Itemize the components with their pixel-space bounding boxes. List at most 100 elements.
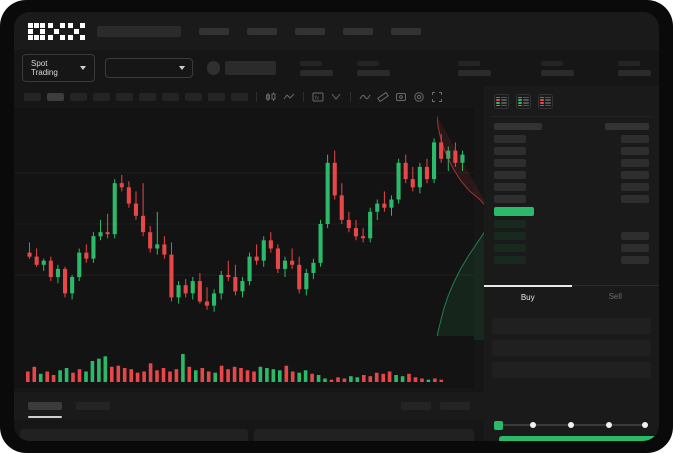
tab-action-2[interactable] xyxy=(440,402,470,410)
slider-step-75[interactable] xyxy=(606,422,612,428)
timeframe-5[interactable] xyxy=(116,93,133,101)
settings-icon[interactable] xyxy=(413,91,425,103)
timeframe-6[interactable] xyxy=(139,93,156,101)
price-chart-panel[interactable] xyxy=(14,108,474,336)
order-book-ask-row[interactable] xyxy=(484,193,659,205)
market-toolbar: Spot Trading xyxy=(14,50,659,86)
slider-step-50[interactable] xyxy=(568,422,574,428)
bid-qty xyxy=(494,220,526,228)
ask-qty xyxy=(494,147,526,155)
app-screen: OKX xyxy=(14,12,659,441)
tab-label xyxy=(28,402,62,410)
stat-value xyxy=(357,69,390,76)
order-book-ask-row[interactable] xyxy=(484,169,659,181)
ask-qty xyxy=(494,195,526,203)
tab-sell[interactable]: Sell xyxy=(608,292,622,301)
ask-price xyxy=(621,183,649,191)
order-form-tabs: Buy Sell xyxy=(484,285,659,307)
order-book-sidebar: Buy Sell xyxy=(484,86,659,441)
orderbook-both-icon[interactable] xyxy=(494,94,509,109)
last-price-value xyxy=(225,61,276,75)
order-book-ask-row[interactable] xyxy=(484,133,659,145)
nav-link-1[interactable] xyxy=(199,27,229,35)
timeframe-10[interactable] xyxy=(231,93,248,101)
bottom-panel-1[interactable] xyxy=(20,429,248,441)
stat-value xyxy=(618,69,651,76)
bottom-panel-row xyxy=(14,429,659,441)
nav-link-3[interactable] xyxy=(295,27,325,35)
line-chart-icon[interactable] xyxy=(283,91,295,103)
ruler-icon[interactable] xyxy=(377,91,389,103)
fullscreen-icon[interactable] xyxy=(431,91,443,103)
timeframe-4[interactable] xyxy=(93,93,110,101)
submit-buy-button[interactable] xyxy=(499,436,657,441)
stat-value xyxy=(541,69,574,76)
bid-price xyxy=(621,220,649,228)
timeframe-9[interactable] xyxy=(208,93,225,101)
timeframe-1[interactable] xyxy=(24,93,41,101)
order-book-ask-row[interactable] xyxy=(484,145,659,157)
spot-trading-dropdown[interactable]: Spot Trading xyxy=(22,54,95,82)
slider-step-100[interactable] xyxy=(642,422,648,428)
spot-trading-label: Spot Trading xyxy=(31,59,58,77)
volume-bar-chart xyxy=(26,354,444,382)
compare-icon[interactable] xyxy=(330,91,342,103)
trendline-icon[interactable] xyxy=(359,91,371,103)
alert-icon[interactable] xyxy=(395,91,407,103)
stat-value xyxy=(300,69,333,76)
nav-link-2[interactable] xyxy=(247,27,277,35)
order-book-ask-row[interactable] xyxy=(484,157,659,169)
volume-chart-panel[interactable] xyxy=(14,336,474,388)
tab-order-history[interactable] xyxy=(76,402,110,410)
nav-link-4[interactable] xyxy=(343,27,373,35)
bid-price xyxy=(621,256,649,264)
stat-label xyxy=(357,60,379,66)
logo-x-glyph xyxy=(68,22,85,40)
orders-tab-actions xyxy=(401,402,470,410)
bid-qty xyxy=(494,256,526,264)
tab-action-1[interactable] xyxy=(401,402,431,410)
indicators-icon[interactable]: fx xyxy=(312,91,324,103)
tab-label xyxy=(76,402,110,410)
order-book-column-headers xyxy=(484,117,659,133)
orderbook-bids-icon[interactable] xyxy=(516,94,531,109)
order-form-field-3[interactable] xyxy=(492,362,651,378)
percent-slider[interactable] xyxy=(494,420,649,430)
search-input[interactable] xyxy=(97,25,181,37)
svg-text:fx: fx xyxy=(315,96,319,102)
ask-price xyxy=(621,135,649,143)
stat-label xyxy=(618,60,640,66)
tab-open-orders[interactable] xyxy=(28,402,62,418)
tab-buy[interactable]: Buy xyxy=(484,285,572,307)
order-book-bid-row[interactable] xyxy=(484,218,659,230)
slider-step-25[interactable] xyxy=(530,422,536,428)
market-stat-4 xyxy=(541,60,574,76)
timeframe-8[interactable] xyxy=(185,93,202,101)
timeframe-3[interactable] xyxy=(70,93,87,101)
bottom-panel-2[interactable] xyxy=(254,429,474,441)
ask-price xyxy=(621,195,649,203)
order-form-field-1[interactable] xyxy=(492,318,651,334)
order-book-bid-row[interactable] xyxy=(484,242,659,254)
order-book-ask-row[interactable] xyxy=(484,181,659,193)
order-book-view-modes xyxy=(484,86,659,109)
okx-logo[interactable]: OKX xyxy=(28,22,85,40)
ask-qty xyxy=(494,171,526,179)
current-price-value xyxy=(494,207,534,216)
order-book-depth-chart xyxy=(437,116,493,340)
slider-handle[interactable] xyxy=(494,420,503,430)
order-form-field-2[interactable] xyxy=(492,340,651,356)
ask-price xyxy=(621,171,649,179)
order-book-bid-row[interactable] xyxy=(484,254,659,266)
nav-link-5[interactable] xyxy=(391,27,421,35)
trading-pair-select[interactable] xyxy=(104,58,193,78)
timeframe-2[interactable] xyxy=(47,93,64,101)
candlestick-chart-icon[interactable] xyxy=(265,91,277,103)
order-book-bid-row[interactable] xyxy=(484,230,659,242)
chevron-down-icon xyxy=(178,66,185,70)
orderbook-asks-icon[interactable] xyxy=(538,94,553,109)
bid-price xyxy=(621,244,649,252)
candlestick-chart xyxy=(14,134,474,312)
timeframe-7[interactable] xyxy=(162,93,179,101)
sidebar-divider xyxy=(492,116,651,117)
